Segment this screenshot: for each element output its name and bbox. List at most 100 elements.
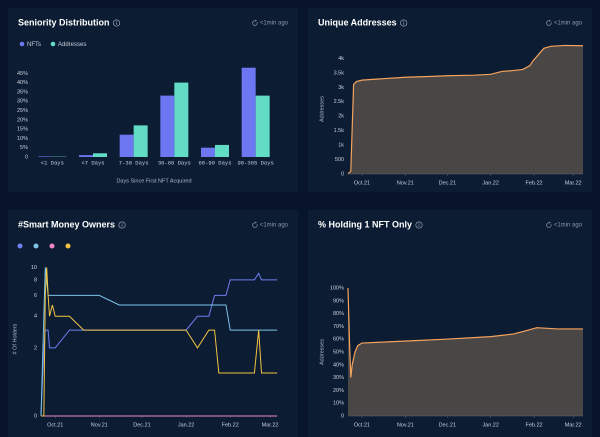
bar bbox=[93, 153, 107, 157]
area bbox=[348, 45, 583, 174]
panel: #Smart Money Owners <1min ago 0 2 4 6 8 10 # Of … bbox=[8, 210, 298, 437]
y-tick-label: 3k bbox=[338, 85, 344, 91]
legend-label: Addresses bbox=[58, 42, 86, 48]
x-tick-label: Nov.21 bbox=[397, 422, 414, 428]
info-icon bbox=[418, 222, 420, 224]
line bbox=[347, 287, 583, 378]
y-tick-label: 4 bbox=[34, 314, 37, 320]
refresh-icon bbox=[255, 221, 258, 224]
panel: Seniority Distribution <1min ago 0 5% 10% 15%… bbox=[8, 8, 298, 192]
x-axis-label: Days Since First NFT Acquired bbox=[116, 178, 191, 184]
y-tick-label: 3.5k bbox=[334, 70, 345, 76]
bar bbox=[215, 144, 229, 157]
y-tick-label: 80% bbox=[333, 311, 344, 317]
y-tick-label: 30% bbox=[333, 375, 344, 381]
bar bbox=[201, 147, 215, 157]
x-tick-label: Mar.22 bbox=[565, 422, 582, 428]
x-tick-label: 7-30 Days bbox=[119, 159, 149, 166]
legend-swatch bbox=[50, 41, 56, 47]
x-tick-label: Mar.22 bbox=[262, 422, 279, 428]
panel: Unique Addresses <1min ago 0 500 1k 1.5k 2k 2.5… bbox=[308, 8, 592, 192]
bar bbox=[160, 95, 175, 157]
y-tick-label: 100% bbox=[330, 285, 344, 291]
y-tick-label: 15% bbox=[17, 127, 28, 133]
legend-label: NFTs bbox=[27, 42, 41, 48]
x-tick-label: Feb.22 bbox=[222, 422, 239, 428]
y-axis-label: Addresses bbox=[319, 339, 325, 365]
y-tick-label: 40% bbox=[333, 362, 344, 368]
y-tick-label: 30% bbox=[17, 99, 28, 105]
y-tick-label: 0 bbox=[34, 413, 37, 419]
y-axis-label: Addresses bbox=[319, 96, 325, 122]
y-tick-label: 10 bbox=[31, 265, 37, 271]
x-tick-label: Jan.22 bbox=[482, 180, 499, 186]
panel-title: % Holding 1 NFT Only bbox=[318, 219, 412, 229]
y-axis-label: # Of Holders bbox=[12, 323, 18, 354]
legend-swatch bbox=[49, 243, 55, 249]
bar bbox=[174, 82, 189, 157]
y-tick-label: 50% bbox=[333, 349, 344, 355]
x-tick-label: Feb.22 bbox=[525, 422, 542, 428]
x-tick-label: Nov.21 bbox=[91, 422, 108, 428]
x-tick-label: Feb.22 bbox=[525, 180, 542, 186]
refresh-icon bbox=[549, 221, 552, 224]
area bbox=[348, 288, 583, 416]
x-tick-label: <1 Days bbox=[41, 159, 64, 166]
x-tick-label: Dec.21 bbox=[439, 180, 456, 186]
x-tick-label: 60-90 Days bbox=[198, 159, 231, 166]
info-icon bbox=[118, 221, 126, 229]
refresh-icon bbox=[252, 20, 258, 26]
y-tick-label: 0 bbox=[341, 171, 344, 177]
bar bbox=[133, 125, 148, 157]
y-tick-label: 20% bbox=[333, 388, 344, 394]
info-icon bbox=[112, 19, 121, 27]
y-tick-label: 70% bbox=[333, 324, 344, 330]
y-tick-label: 90% bbox=[333, 298, 344, 304]
y-tick-label: 0 bbox=[341, 413, 344, 419]
y-tick-label: 2k bbox=[338, 114, 344, 120]
y-tick-label: 1.5k bbox=[334, 128, 345, 134]
info-icon bbox=[415, 221, 423, 229]
y-tick-label: 25% bbox=[17, 108, 28, 114]
x-tick-label: 30-60 Days bbox=[158, 159, 191, 166]
bar bbox=[79, 155, 93, 157]
info-icon bbox=[116, 20, 117, 22]
updated-time: <1min ago bbox=[554, 21, 583, 27]
x-tick-label: Jan.22 bbox=[482, 422, 499, 428]
y-tick-label: 10% bbox=[333, 401, 344, 407]
x-tick-label: Nov.21 bbox=[397, 180, 414, 186]
refresh-icon bbox=[546, 222, 552, 228]
line bbox=[40, 272, 278, 417]
x-tick-label: Dec.21 bbox=[439, 422, 456, 428]
updated-time: <1min ago bbox=[260, 21, 289, 27]
x-tick-label: 90-365 Days bbox=[238, 159, 274, 166]
y-tick-label: 60% bbox=[333, 337, 344, 343]
updated-time: <1min ago bbox=[554, 223, 583, 229]
info-icon bbox=[121, 222, 123, 224]
bar bbox=[255, 95, 270, 157]
legend-swatch bbox=[17, 243, 23, 249]
bar bbox=[38, 156, 53, 157]
refresh-icon bbox=[546, 20, 552, 26]
panel-title: Seniority Distribution bbox=[18, 17, 110, 27]
x-tick-label: Oct.21 bbox=[354, 180, 370, 186]
legend-swatch bbox=[33, 243, 39, 249]
x-tick-label: Oct.21 bbox=[47, 422, 63, 428]
refresh-icon bbox=[255, 19, 258, 22]
x-tick-label: Mar.22 bbox=[565, 180, 582, 186]
x-tick-label: Jan.22 bbox=[178, 422, 195, 428]
y-tick-label: 8 bbox=[34, 277, 37, 283]
y-tick-label: 10% bbox=[17, 136, 28, 142]
x-tick-label: Dec.21 bbox=[133, 422, 150, 428]
legend-swatch bbox=[65, 243, 71, 249]
y-tick-label: 1k bbox=[338, 143, 344, 149]
legend-swatch bbox=[19, 41, 25, 47]
line bbox=[41, 267, 278, 417]
y-tick-label: 6 bbox=[34, 293, 37, 299]
line bbox=[40, 267, 278, 417]
x-tick-label: Oct.21 bbox=[354, 422, 370, 428]
bar bbox=[241, 67, 256, 157]
y-tick-label: 20% bbox=[17, 117, 28, 123]
y-tick-label: 45% bbox=[17, 71, 28, 77]
y-tick-label: 2.5k bbox=[334, 99, 345, 105]
